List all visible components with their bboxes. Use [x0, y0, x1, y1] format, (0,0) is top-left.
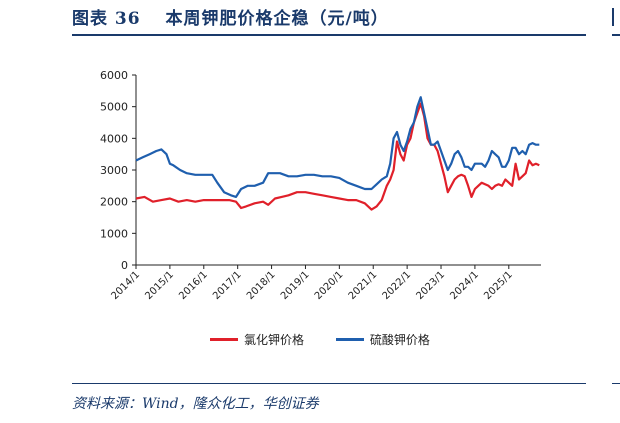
legend-label-sop: 硫酸钾价格 — [369, 333, 430, 347]
x-tick-label: 2023/1 — [414, 269, 447, 302]
chart-legend: 氯化钾价格 硫酸钾价格 — [210, 330, 458, 348]
legend-swatch-sop — [335, 338, 364, 341]
y-tick-label: 1000 — [100, 227, 128, 240]
legend-swatch-kcl — [210, 338, 238, 341]
chart-title: 图表 36 本周钾肥价格企稳（元/吨） — [72, 4, 389, 29]
y-tick-label: 6000 — [100, 69, 128, 82]
y-tick-label: 4000 — [100, 132, 128, 145]
next-panel-rule — [612, 34, 620, 36]
figure-number: 36 — [114, 9, 141, 29]
figure-title-text: 本周钾肥价格企稳（元/吨） — [165, 9, 389, 29]
series-line-sop — [135, 96, 540, 198]
y-tick-label: 0 — [121, 259, 128, 272]
next-panel-bottom-rule — [612, 383, 620, 384]
x-tick-label: 2014/1 — [109, 269, 142, 302]
next-panel-edge — [612, 8, 620, 26]
x-tick-label: 2018/1 — [245, 269, 278, 302]
y-tick-label: 3000 — [100, 164, 128, 177]
title-rule — [72, 34, 586, 36]
x-tick-label: 2015/1 — [143, 269, 176, 302]
source-note: 资料来源：Wind，隆众化工，华创证券 — [72, 396, 319, 412]
legend-item-kcl: 氯化钾价格 — [210, 331, 304, 348]
x-tick-label: 2019/1 — [279, 269, 312, 302]
x-tick-label: 2025/1 — [482, 269, 515, 302]
chart-series — [135, 96, 540, 211]
x-tick-label: 2016/1 — [177, 269, 210, 302]
y-tick-label: 5000 — [100, 101, 128, 114]
x-tick-label: 2020/1 — [313, 269, 346, 302]
figure-label: 图表 — [72, 9, 108, 29]
source-rule — [72, 383, 586, 384]
y-tick-label: 2000 — [100, 196, 128, 209]
legend-item-sop: 硫酸钾价格 — [335, 331, 430, 348]
x-tick-label: 2024/1 — [448, 269, 481, 302]
x-tick-label: 2022/1 — [381, 269, 414, 302]
series-line-kcl — [135, 102, 540, 211]
legend-label-kcl: 氯化钾价格 — [244, 333, 305, 347]
x-tick-label: 2017/1 — [211, 269, 244, 302]
x-tick-label: 2021/1 — [347, 269, 380, 302]
